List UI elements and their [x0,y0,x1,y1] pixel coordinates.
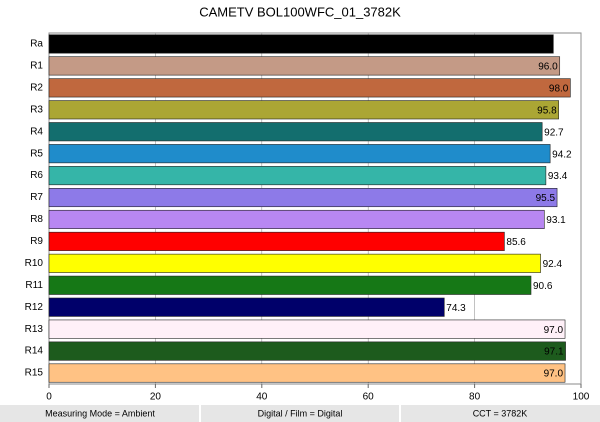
bar [48,253,541,273]
value-label: 94.2 [552,149,572,160]
x-tick-label: 80 [469,392,481,403]
y-tick-label: Ra [30,39,43,50]
footer-cell: Digital / Film = Digital [258,408,343,418]
bar [48,78,571,98]
footer-cell: CCT = 3782K [473,408,528,418]
value-label: 93.1 [546,215,566,226]
footer-cell: Measuring Mode = Ambient [45,408,155,418]
bar [48,275,532,295]
value-label: 85.6 [506,237,526,248]
value-label: 98.0 [549,83,569,94]
y-tick-label: R13 [25,324,44,335]
y-tick-label: R12 [25,302,44,313]
x-tick-label: 100 [573,392,590,403]
y-tick-label: R11 [25,280,43,291]
bar [48,188,558,208]
bar [48,166,547,186]
value-label: 94.8 [532,40,552,51]
value-label: 95.8 [537,105,557,116]
value-label: 96.0 [538,62,558,73]
value-label: 95.5 [536,193,556,204]
value-label: 92.4 [543,259,563,270]
footer-bar [0,405,600,422]
value-label: 97.1 [544,347,564,358]
bar [48,297,445,317]
y-tick-label: R9 [30,236,43,247]
y-tick-label: R8 [30,214,43,225]
y-tick-label: R6 [30,170,43,181]
bar [48,341,566,361]
value-label: 92.7 [544,127,564,138]
value-label: 74.3 [446,303,466,314]
chart-title: CAMETV BOL100WFC_01_3782K [199,4,401,19]
y-tick-label: R14 [25,346,44,357]
bar [48,363,566,383]
bar [48,100,559,120]
y-tick-label: R1 [30,61,43,72]
value-label: 93.4 [548,171,568,182]
y-tick-label: R15 [25,368,44,379]
y-tick-label: R2 [30,82,43,93]
bar [48,231,505,251]
y-tick-label: R10 [25,258,44,269]
value-label: 97.0 [544,325,564,336]
value-label: 90.6 [533,281,553,292]
value-label: 97.0 [544,369,564,380]
bar [48,319,566,339]
bar [48,209,545,229]
bar [48,34,554,54]
x-tick-label: 60 [363,392,375,403]
bar [48,144,551,164]
bar [48,56,561,76]
y-tick-label: R3 [30,104,43,115]
y-tick-label: R4 [30,126,43,137]
bar [48,122,543,142]
x-tick-label: 40 [256,392,268,403]
x-tick-label: 0 [46,392,52,403]
y-tick-label: R7 [30,192,43,203]
x-tick-label: 20 [150,392,162,403]
y-tick-label: R5 [30,148,43,159]
